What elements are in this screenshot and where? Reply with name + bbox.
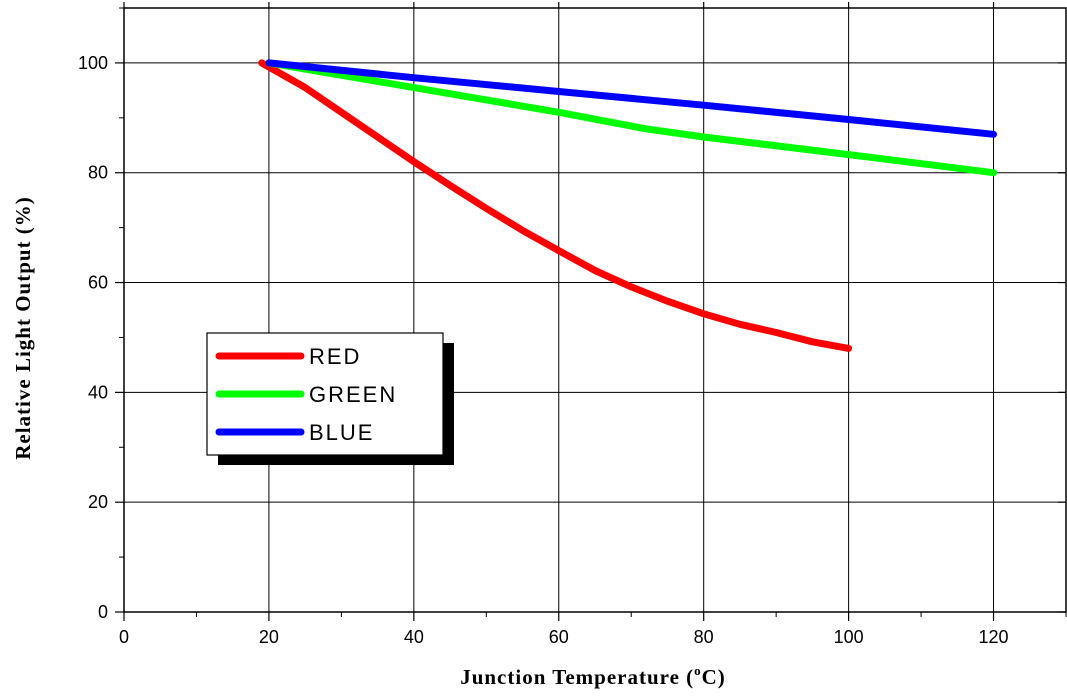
x-axis-title-main: Junction Temperature ( [460,665,694,689]
plot-frame [123,7,1067,613]
y-tick-label: 80 [88,163,108,183]
legend-label-green: GREEN [309,382,397,407]
legend: RED GREEN BLUE [206,332,454,465]
series-line-red [258,59,853,352]
x-tick-label: 60 [549,627,569,647]
y-axis-title: Relative Light Output (%) [11,196,35,460]
x-tick-label: 20 [259,627,279,647]
y-tick-label: 20 [88,492,108,512]
x-tick-label: 80 [694,627,714,647]
legend-label-red: RED [309,344,361,369]
x-tick-label: 40 [404,627,424,647]
x-axis-title: Junction Temperature (oC) [460,663,726,689]
x-axis-title-superscript: o [694,663,702,678]
x-tick-label: 120 [979,627,1009,647]
x-tick-label: 100 [834,627,864,647]
grid-lines [124,8,1066,612]
series-lines [258,59,997,352]
axis-ticks [115,2,1067,621]
legend-label-blue: BLUE [309,420,374,445]
y-tick-label: 100 [78,53,108,73]
x-tick-label: 0 [119,627,129,647]
x-axis-title-suffix: C) [702,665,726,689]
y-tick-label: 40 [88,382,108,402]
tick-labels: 0 20 40 60 80 100 120 0 20 40 60 80 100 [78,53,1009,647]
series-line-blue [265,59,997,138]
y-tick-label: 0 [98,602,108,622]
series-line-green [265,59,997,177]
y-tick-label: 60 [88,273,108,293]
